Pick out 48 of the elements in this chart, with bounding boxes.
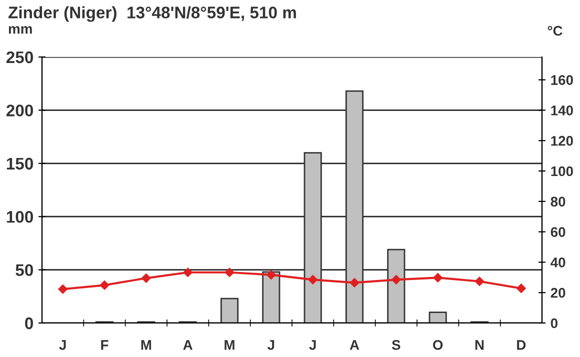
bar (220, 298, 239, 323)
y-tick-label: 200 (6, 104, 33, 116)
x-tick-label: N (475, 340, 484, 350)
x-tick-label: J (59, 340, 66, 350)
y2-tick-label: 100 (551, 166, 573, 176)
y2-tick-label: 0 (550, 318, 558, 328)
point (183, 268, 192, 278)
bar (345, 90, 364, 323)
y-tick-label: 100 (6, 211, 33, 223)
y-axis-title: mm (8, 26, 32, 34)
point (474, 276, 484, 286)
x-tick-label: M (224, 340, 234, 350)
point (224, 268, 234, 278)
bar (304, 152, 322, 323)
point (516, 284, 526, 293)
x-tick-label: A (183, 340, 192, 350)
point (58, 284, 68, 294)
bar (387, 248, 406, 323)
x-tick-label: S (392, 340, 400, 350)
point (100, 280, 110, 290)
y2-tick-label: 80 (550, 196, 566, 207)
y2-tick-label: 40 (550, 258, 566, 268)
y2-tick-label: 140 (551, 106, 573, 116)
point (392, 275, 401, 284)
y2-tick-label: 20 (550, 288, 566, 298)
x-tick-label: O (433, 340, 443, 350)
y-tick-label: 0 (25, 317, 33, 330)
point (308, 275, 318, 284)
chart-title: Zinder (Niger) 13°48'N/8°59'E, 510 m (8, 6, 296, 22)
y2-tick-label: 60 (550, 227, 566, 237)
point (266, 270, 276, 280)
y-tick-label: 150 (6, 158, 33, 170)
y-tick-label: 250 (6, 51, 33, 64)
x-tick-label: F (101, 340, 108, 350)
bar (262, 271, 280, 323)
bar (428, 312, 447, 323)
y2-tick-label: 160 (551, 75, 573, 85)
y-tick-label: 50 (16, 264, 33, 276)
x-tick-label: M (141, 340, 152, 350)
point (142, 274, 151, 283)
point (433, 273, 442, 282)
y2-tick-label: 120 (551, 136, 573, 146)
x-tick-label: J (268, 340, 274, 350)
x-tick-label: J (309, 340, 316, 350)
y2-axis-title: °C (548, 26, 562, 36)
point (350, 278, 360, 288)
x-tick-label: D (517, 340, 526, 350)
x-tick-label: A (350, 340, 360, 350)
